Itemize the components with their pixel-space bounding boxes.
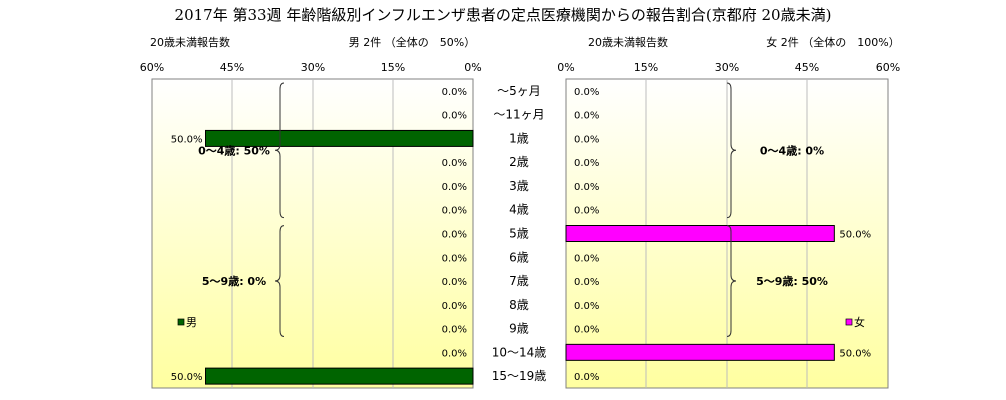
left-data-label: 0.0% [442,87,467,98]
left-data-label: 0.0% [442,158,467,169]
left-data-label: 0.0% [442,206,467,217]
category-label: 6歳 [509,250,529,264]
right-data-label: 0.0% [574,301,599,312]
left-data-label: 0.0% [442,277,467,288]
category-label: 8歳 [509,298,529,312]
right-data-label: 0.0% [574,158,599,169]
left-legend-label: 男 [186,316,197,329]
category-label: 4歳 [509,203,529,217]
left-bar [205,129,474,147]
right-tick-label: 15% [634,61,658,74]
right-data-label: 0.0% [574,206,599,217]
right-data-label: 0.0% [574,277,599,288]
left-age-group-annotation: 0～4歳: 50% [198,143,270,157]
left-tick-label: 30% [301,61,325,74]
left-data-label: 0.0% [442,348,467,359]
right-bar [565,225,835,242]
right-tick-label: 30% [715,61,739,74]
left-age-group-brace [274,225,285,337]
right-data-label: 0.0% [574,111,599,122]
left-data-label: 0.0% [442,111,467,122]
right-age-group-annotation: 0～4歳: 0% [760,143,824,157]
left-age-group-annotation: 5～9歳: 0% [202,274,266,288]
right-data-label: 50.0% [839,230,871,241]
right-subtitle-count: 20歳未満報告数 [588,36,668,49]
category-label: 2歳 [509,155,529,169]
right-bar [565,343,835,361]
right-age-group-brace [726,82,737,219]
left-legend-swatch [177,318,185,326]
right-legend-label: 女 [854,315,865,329]
category-label: 1歳 [509,131,529,145]
left-age-group-brace [274,82,285,219]
category-label: ～11ヶ月 [493,108,544,122]
left-tick-label: 0% [464,61,481,74]
right-data-label: 0.0% [574,253,599,264]
left-tick-label: 15% [381,61,405,74]
right-subtitle-total: 女 2件 （全体の 100%） [766,35,899,49]
left-data-label: 50.0% [171,372,203,383]
right-data-label: 0.0% [574,182,599,193]
category-label: 3歳 [509,179,529,193]
right-data-label: 50.0% [839,348,871,359]
right-data-label: 0.0% [574,87,599,98]
category-label: 5歳 [509,227,529,241]
left-bar [205,367,474,385]
right-legend-swatch [845,318,853,326]
right-age-group-annotation: 5～9歳: 50% [756,274,828,288]
chart-title: 2017年 第33週 年齢階級別インフルエンザ患者の定点医療機関からの報告割合(… [175,6,832,24]
left-data-label: 0.0% [442,301,467,312]
category-label: 10～14歳 [492,345,547,359]
category-label: 15～19歳 [492,369,547,383]
right-data-label: 0.0% [574,372,599,383]
left-tick-label: 45% [220,61,244,74]
right-tick-label: 60% [876,61,900,74]
left-data-label: 0.0% [442,230,467,241]
left-data-label: 50.0% [171,134,203,145]
right-tick-label: 0% [557,61,574,74]
left-data-label: 0.0% [442,325,467,336]
chart-layer: 20歳未満報告数 男 2件 （全体の 50%） 60% 45% 30% 15% 0% 0.0%… [140,35,900,389]
right-data-label: 0.0% [574,325,599,336]
category-label: 9歳 [509,322,529,336]
right-tick-label: 45% [795,61,819,74]
right-age-group-brace [726,225,737,337]
category-label: ～5ヶ月 [497,84,541,98]
left-tick-label: 60% [140,61,164,74]
right-data-label: 0.0% [574,134,599,145]
left-subtitle-total: 男 2件 （全体の 50%） [349,35,475,49]
left-data-label: 0.0% [442,182,467,193]
left-subtitle-count: 20歳未満報告数 [150,36,230,49]
category-label: 7歳 [509,274,529,288]
left-data-label: 0.0% [442,253,467,264]
